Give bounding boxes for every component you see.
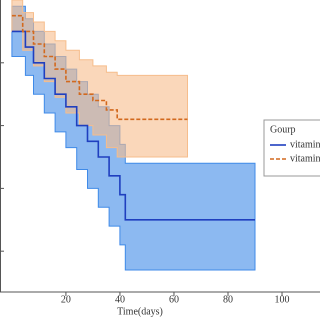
survival-line bbox=[11, 14, 188, 121]
x-axis-label: Time(days) bbox=[117, 306, 163, 317]
legend: Gourp vitamin vitamin bbox=[263, 119, 320, 177]
legend-title: Gourp bbox=[270, 124, 296, 135]
survival-line bbox=[11, 30, 255, 221]
legend-label: vitamin bbox=[290, 139, 320, 150]
x-tick-label: 40 bbox=[115, 294, 125, 305]
x-tick-label: 80 bbox=[223, 294, 233, 305]
legend-label: vitamin bbox=[290, 153, 320, 164]
legend-box bbox=[263, 119, 320, 177]
x-tick-label: 60 bbox=[169, 294, 179, 305]
x-tick-label: 20 bbox=[61, 294, 71, 305]
x-tick-label: 100 bbox=[275, 294, 290, 305]
